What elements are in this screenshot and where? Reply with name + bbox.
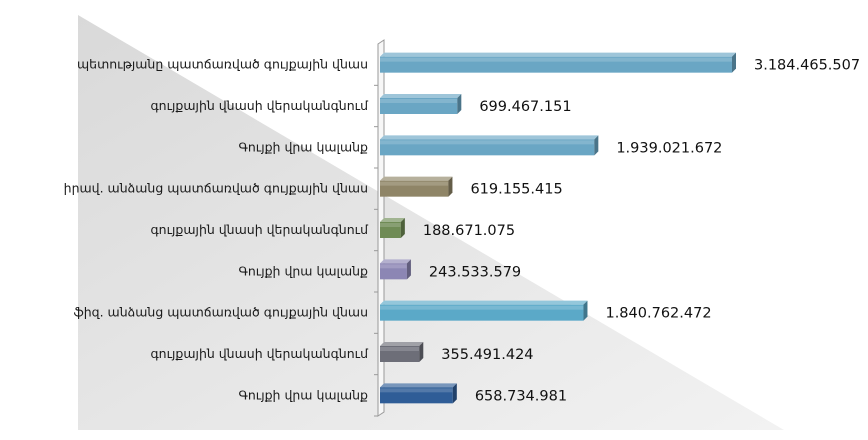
value-label: 1.939.021.672 bbox=[616, 140, 722, 156]
bar-top-face bbox=[380, 259, 411, 264]
category-label: Գույքի վրա կալանք bbox=[238, 263, 368, 278]
bar-group bbox=[380, 176, 453, 197]
value-label: 1.840.762.472 bbox=[605, 306, 711, 322]
bar-group bbox=[380, 135, 599, 156]
value-label: 619.155.415 bbox=[470, 182, 562, 198]
value-label: 699.467.151 bbox=[479, 99, 571, 115]
category-label: գույքային վնասի վերականգնում bbox=[150, 98, 369, 113]
category-label: Գույքի վրա կալանք bbox=[238, 139, 368, 154]
bar-end-face bbox=[457, 94, 462, 114]
category-label: իրավ. անձանց պատճառված գույքային վնաս bbox=[64, 181, 368, 196]
bar-end-face bbox=[406, 259, 411, 280]
bar-group bbox=[380, 300, 588, 321]
bar-end-face bbox=[400, 218, 405, 238]
bar-top-face bbox=[380, 218, 405, 222]
bar-group bbox=[380, 94, 462, 114]
bar-top-face bbox=[380, 94, 462, 98]
bar-highlight bbox=[380, 140, 595, 145]
value-label: 243.533.579 bbox=[429, 264, 521, 280]
bar-highlight bbox=[380, 223, 401, 227]
bar-end-face bbox=[732, 52, 736, 73]
bar-end-face bbox=[419, 342, 424, 362]
bar-highlight bbox=[380, 305, 584, 310]
bar-group bbox=[380, 52, 736, 73]
bar-highlight bbox=[380, 181, 449, 186]
bar-highlight bbox=[380, 388, 453, 393]
category-label: պետությանը պատճառված գույքային վնաս bbox=[77, 57, 368, 72]
bar-top-face bbox=[380, 52, 736, 57]
category-label: Գույքի վրա կալանք bbox=[238, 387, 368, 402]
bar-group bbox=[380, 218, 405, 238]
bar-end-face bbox=[452, 383, 457, 404]
value-label: 658.734.981 bbox=[475, 388, 567, 404]
bar-group bbox=[380, 342, 424, 362]
category-label: գույքային վնասի վերականգնում bbox=[150, 346, 369, 361]
bar-top-face bbox=[380, 300, 588, 305]
bar-group bbox=[380, 259, 411, 280]
value-label: 188.671.075 bbox=[423, 223, 515, 239]
background-wedge bbox=[78, 15, 784, 430]
bar-top-face bbox=[380, 176, 453, 181]
bar-highlight bbox=[380, 99, 458, 103]
bar-highlight bbox=[380, 57, 732, 62]
bar-top-face bbox=[380, 383, 457, 388]
bar-end-face bbox=[594, 135, 599, 156]
bar-top-face bbox=[380, 135, 599, 140]
category-label: գույքային վնասի վերականգնում bbox=[150, 222, 369, 237]
bar-end-face bbox=[583, 300, 588, 321]
value-label: 355.491.424 bbox=[441, 347, 533, 363]
bar-end-face bbox=[448, 176, 453, 197]
category-label: ֆիզ. անձանց պատճառված գույքային վնաս bbox=[74, 305, 368, 320]
bar-group bbox=[380, 383, 457, 404]
value-label: 3.184.465.507 bbox=[754, 58, 860, 74]
bar-highlight bbox=[380, 347, 420, 351]
bar-highlight bbox=[380, 264, 407, 269]
bar-top-face bbox=[380, 342, 424, 346]
